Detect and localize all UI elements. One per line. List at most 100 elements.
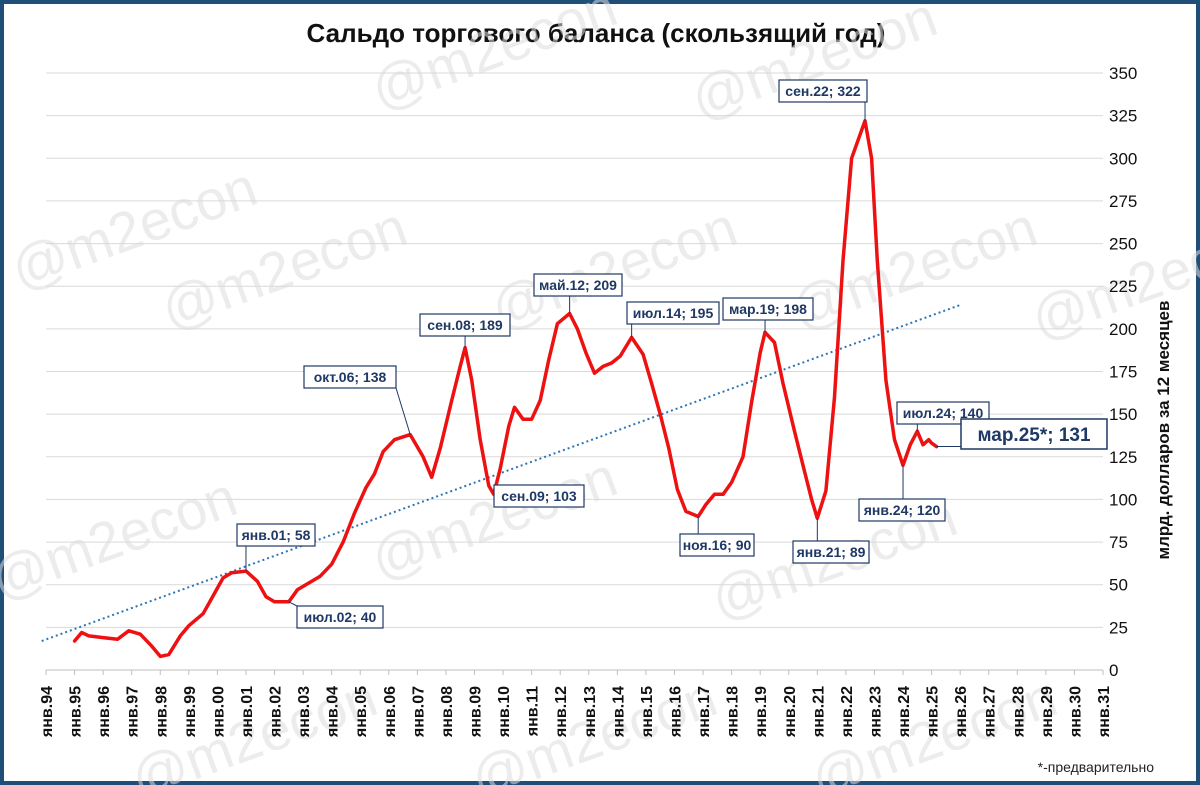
data-point <box>230 571 233 574</box>
data-point <box>513 406 516 409</box>
x-tick-label: янв.30 <box>1067 686 1084 738</box>
x-tick-label: янв.11 <box>525 686 542 737</box>
x-tick-label: янв.97 <box>125 686 142 738</box>
data-point <box>713 493 716 496</box>
annotation-box <box>792 540 870 564</box>
data-point <box>479 438 482 441</box>
data-point <box>330 563 333 566</box>
data-point <box>150 645 153 647</box>
data-point <box>850 157 853 160</box>
annotation-box <box>419 313 511 337</box>
watermark-text: @m2econ <box>683 0 945 131</box>
x-tick-label: янв.03 <box>296 686 313 738</box>
data-point <box>810 498 813 501</box>
data-point <box>885 379 887 381</box>
data-point <box>393 438 396 441</box>
data-point <box>168 653 170 656</box>
x-tick-label: янв.99 <box>182 686 199 738</box>
watermark-text: @m2econ <box>0 464 245 611</box>
x-tick-label: янв.98 <box>153 686 170 738</box>
data-point <box>876 259 879 262</box>
x-tick-label: янв.05 <box>353 686 370 738</box>
y-tick-label: 100 <box>1109 490 1137 509</box>
annotation-box <box>960 418 1108 450</box>
grid-layer: 0 25 50 75 100 125 150 175 200 225 250 275 300 325 350 <box>46 64 1137 680</box>
x-tick-label: янв.14 <box>610 686 627 738</box>
annotation-label: мар.25*; 131 <box>977 425 1091 446</box>
data-point <box>470 379 473 381</box>
x-tick-label: янв.23 <box>867 686 884 738</box>
data-point <box>705 503 707 506</box>
x-tick-label: янв.95 <box>68 686 85 738</box>
annotation-label: мар.19; 198 <box>729 301 807 317</box>
data-point <box>842 259 844 262</box>
data-point <box>782 382 784 385</box>
data-point <box>308 582 310 584</box>
data-point <box>507 425 510 427</box>
annotation-label: сен.09; 103 <box>501 488 577 504</box>
data-point <box>256 580 259 583</box>
data-point <box>73 640 76 642</box>
annotation-label: окт.06; 138 <box>314 369 387 385</box>
x-tick-label: янв.22 <box>839 686 856 738</box>
data-point <box>342 541 344 543</box>
x-tick-label: янв.27 <box>982 686 999 738</box>
data-point <box>593 372 596 375</box>
annotation-leader <box>395 387 411 435</box>
annotation-box <box>778 79 868 103</box>
annotation-label: май.12; 209 <box>539 277 617 293</box>
x-tick-label: янв.02 <box>268 686 285 738</box>
y-tick-label: 350 <box>1109 64 1137 83</box>
data-point <box>365 486 367 489</box>
data-point <box>539 399 542 402</box>
x-tick-label: янв.09 <box>468 686 485 738</box>
chart-title: Сальдо торгового баланса (скользящий год… <box>306 18 886 48</box>
data-point <box>927 438 930 441</box>
annotation-box <box>679 533 755 557</box>
data-point <box>730 481 733 484</box>
data-point <box>750 401 753 404</box>
data-point <box>659 413 662 415</box>
annotation-box <box>303 365 397 389</box>
data-point <box>373 473 376 475</box>
y-tick-label: 275 <box>1109 192 1137 211</box>
data-point <box>793 430 796 433</box>
data-point <box>382 450 384 453</box>
data-point <box>102 636 104 639</box>
annotation-box <box>722 297 814 321</box>
data-point <box>179 635 182 637</box>
x-tick-label: янв.07 <box>410 686 427 738</box>
data-point <box>922 444 924 446</box>
data-point <box>88 635 90 637</box>
watermark-text: @m2econ <box>363 444 625 591</box>
data-point <box>422 455 424 458</box>
x-tick-label: янв.06 <box>382 686 399 738</box>
data-point <box>619 355 622 357</box>
y-tick-label: 0 <box>1109 661 1118 680</box>
data-point <box>759 351 761 354</box>
data-point <box>522 418 524 421</box>
data-point <box>722 493 724 496</box>
annotation-box <box>533 273 623 297</box>
data-point <box>893 438 896 441</box>
annotation-label: июл.24; 140 <box>903 405 984 421</box>
y-tick-label: 200 <box>1109 320 1137 339</box>
x-tick-label: янв.01 <box>239 686 256 738</box>
data-point <box>773 341 776 344</box>
data-point <box>547 358 550 361</box>
data-point <box>930 442 933 444</box>
data-point <box>825 490 827 492</box>
data-point <box>128 629 130 632</box>
data-point <box>667 447 670 450</box>
x-tick-label: янв.20 <box>782 686 799 738</box>
data-point <box>139 633 142 635</box>
watermark-text: @m2econ <box>363 0 625 121</box>
data-point <box>188 624 190 627</box>
y-tick-label: 25 <box>1109 618 1128 637</box>
x-tick-label: янв.29 <box>1039 686 1056 738</box>
data-point <box>610 362 613 364</box>
x-tick-label: янв.04 <box>325 686 342 738</box>
data-point <box>430 476 433 479</box>
data-point <box>650 382 653 385</box>
